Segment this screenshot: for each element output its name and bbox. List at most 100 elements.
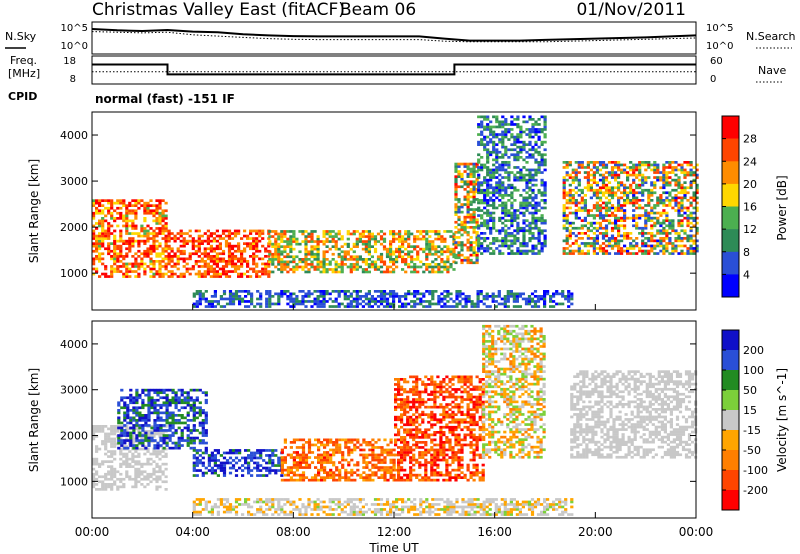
heatmap-cell bbox=[501, 125, 505, 129]
heatmap-cell bbox=[498, 232, 502, 235]
heatmap-cell bbox=[146, 234, 150, 238]
heatmap-cell bbox=[567, 300, 571, 303]
heatmap-cell bbox=[531, 244, 535, 248]
heatmap-cell bbox=[340, 263, 344, 266]
heatmap-cell bbox=[668, 232, 672, 235]
heatmap-cell bbox=[192, 426, 196, 430]
heatmap-cell bbox=[182, 257, 186, 261]
heatmap-cell bbox=[373, 265, 378, 269]
heatmap-cell bbox=[255, 232, 259, 235]
heatmap-cell bbox=[425, 242, 429, 246]
heatmap-cell bbox=[543, 163, 547, 167]
heatmap-cell bbox=[571, 221, 575, 225]
heatmap-cell bbox=[489, 232, 493, 235]
heatmap-cell bbox=[295, 468, 299, 472]
heatmap-cell bbox=[277, 302, 281, 306]
heatmap-cell bbox=[522, 252, 526, 255]
heatmap-cell bbox=[656, 199, 660, 202]
heatmap-cell bbox=[152, 242, 156, 245]
heatmap-cell bbox=[568, 188, 572, 192]
heatmap-cell bbox=[410, 270, 414, 274]
heatmap-cell bbox=[419, 230, 423, 233]
heatmap-cell bbox=[428, 235, 432, 238]
heatmap-cell bbox=[213, 292, 217, 296]
heatmap-cell bbox=[525, 244, 529, 248]
heatmap-cell bbox=[295, 255, 299, 259]
heatmap-cell bbox=[528, 156, 532, 159]
heatmap-cell bbox=[122, 477, 126, 481]
heatmap-cell bbox=[492, 188, 496, 192]
heatmap-cell bbox=[147, 398, 151, 402]
heatmap-cell bbox=[201, 411, 205, 415]
heatmap-cell bbox=[268, 270, 272, 274]
heatmap-cell bbox=[528, 118, 532, 121]
noise-panel: N.Sky 10^5 10^0 10^5 10^0 N.Search bbox=[5, 21, 796, 55]
heatmap-cell bbox=[179, 239, 183, 243]
heatmap-cell bbox=[638, 191, 642, 195]
heatmap-cell bbox=[398, 245, 402, 248]
heatmap-cell bbox=[186, 393, 190, 397]
heatmap-cell bbox=[537, 249, 541, 253]
heatmap-cell bbox=[101, 227, 105, 230]
heatmap-cell bbox=[143, 475, 147, 479]
heatmap-cell bbox=[171, 446, 175, 450]
heatmap-cell bbox=[431, 270, 435, 274]
heatmap-cell bbox=[686, 163, 690, 167]
heatmap-cell bbox=[161, 252, 165, 256]
heatmap-cell bbox=[504, 163, 508, 167]
heatmap-cell bbox=[141, 439, 145, 442]
heatmap-cell bbox=[534, 252, 538, 255]
heatmap-cell bbox=[159, 403, 163, 407]
heatmap-cell bbox=[677, 209, 681, 212]
heatmap-cell bbox=[286, 263, 290, 266]
heatmap-cell bbox=[104, 435, 108, 438]
heatmap-cell bbox=[692, 252, 696, 255]
heatmap-cell bbox=[170, 272, 174, 276]
heatmap-cell bbox=[680, 224, 684, 228]
heatmap-cell bbox=[457, 208, 461, 211]
heatmap-cell bbox=[513, 153, 517, 157]
heatmap-cell bbox=[404, 302, 408, 306]
heatmap-cell bbox=[674, 199, 678, 202]
heatmap-cell bbox=[446, 270, 450, 274]
heatmap-cell bbox=[271, 252, 275, 256]
heatmap-cell bbox=[422, 300, 426, 303]
heatmap-cell bbox=[138, 439, 142, 442]
heatmap-cell bbox=[525, 229, 529, 233]
colorbar-segment bbox=[722, 116, 739, 139]
heatmap-cell bbox=[168, 421, 172, 425]
heatmap-cell bbox=[635, 186, 639, 190]
heatmap-cell bbox=[304, 461, 309, 464]
heatmap-cell bbox=[620, 181, 624, 184]
heatmap-cell bbox=[398, 295, 402, 298]
heatmap-cell bbox=[198, 461, 202, 465]
heatmap-cell bbox=[241, 300, 245, 303]
heatmap-cell bbox=[431, 268, 435, 271]
heatmap-cell bbox=[238, 459, 242, 462]
heatmap-cell bbox=[155, 462, 159, 466]
heatmap-cell bbox=[334, 245, 338, 248]
heatmap-cell bbox=[455, 302, 459, 306]
heatmap-cell bbox=[101, 442, 105, 446]
heatmap-cell bbox=[173, 237, 177, 240]
heatmap-cell bbox=[562, 224, 566, 228]
heatmap-cell bbox=[110, 485, 114, 489]
heatmap-cell bbox=[641, 252, 645, 255]
heatmap-cell bbox=[122, 255, 126, 258]
heatmap-cell bbox=[425, 305, 429, 308]
heatmap-cell bbox=[574, 211, 578, 215]
heatmap-cell bbox=[686, 252, 690, 255]
heatmap-cell bbox=[680, 191, 684, 195]
heatmap-cell bbox=[477, 199, 481, 202]
heatmap-cell bbox=[692, 166, 696, 169]
heatmap-cell bbox=[419, 232, 423, 236]
heatmap-cell bbox=[113, 242, 117, 245]
heatmap-cell bbox=[671, 252, 675, 255]
heatmap-cell bbox=[367, 247, 371, 251]
heatmap-cell bbox=[480, 247, 484, 250]
heatmap-cell bbox=[601, 249, 606, 253]
heatmap-cell bbox=[446, 305, 450, 308]
heatmap-cell bbox=[179, 249, 183, 253]
heatmap-cell bbox=[168, 411, 172, 415]
heatmap-cell bbox=[123, 401, 127, 405]
